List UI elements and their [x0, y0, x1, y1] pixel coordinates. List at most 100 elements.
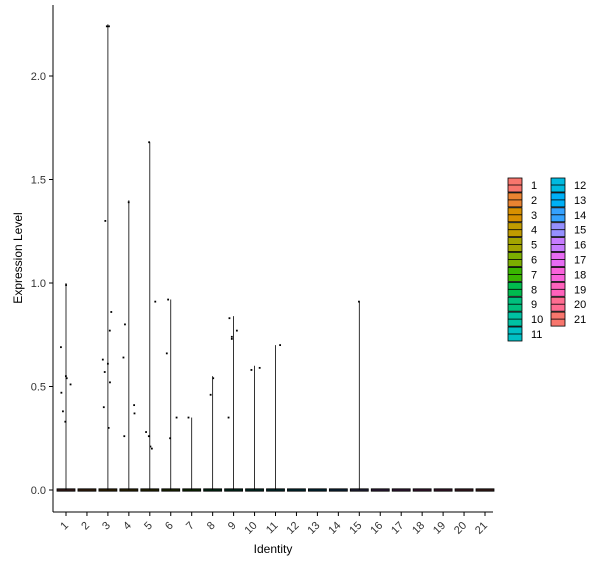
x-tick-label: 4: [121, 520, 134, 533]
legend-label: 14: [574, 210, 586, 222]
legend-label: 19: [574, 284, 586, 296]
data-point: [228, 317, 231, 320]
data-point: [124, 323, 126, 326]
data-point: [109, 381, 111, 384]
data-point: [258, 366, 261, 369]
x-tick-label: 2: [79, 520, 92, 533]
data-point: [175, 416, 178, 419]
data-point: [127, 201, 130, 204]
x-tick-label: 9: [226, 520, 239, 533]
data-point: [104, 220, 107, 222]
x-tick-label: 1: [58, 520, 71, 533]
x-tick-label: 18: [410, 520, 427, 537]
data-point: [212, 377, 215, 380]
legend-label: 5: [531, 240, 537, 252]
y-axis: 0.0 0.5 1.0 1.5 2.0: [31, 5, 54, 512]
legend-label: 8: [531, 284, 537, 296]
data-point: [230, 337, 233, 340]
violin-series: [56, 24, 495, 492]
data-point: [69, 383, 72, 386]
x-tick-label: 20: [452, 520, 469, 537]
x-axis: 1 2 3 4 5 6 7 8 9 10 11 12 13 14 15 16 17 18 19 20 21: [53, 511, 493, 537]
legend-label: 13: [574, 195, 586, 207]
y-tick-label: 0.0: [31, 485, 46, 497]
x-axis-title: Identity: [254, 542, 293, 556]
x-tick-label: 19: [431, 520, 448, 537]
data-point: [107, 427, 110, 429]
data-point: [60, 391, 63, 394]
data-point: [250, 369, 253, 371]
data-point: [148, 141, 151, 144]
x-tick-label: 8: [205, 520, 218, 533]
legend-label: 12: [574, 180, 586, 192]
jitter-points: [57, 25, 494, 491]
data-point: [102, 406, 105, 409]
data-point: [108, 25, 110, 28]
data-point: [230, 335, 233, 338]
y-tick-label: 0.5: [31, 382, 46, 394]
data-point: [149, 445, 152, 448]
legend-label: 4: [531, 225, 537, 237]
y-tick-label: 1.5: [31, 175, 46, 187]
data-point: [133, 412, 136, 415]
data-point: [105, 25, 108, 28]
legend-label: 3: [531, 210, 537, 222]
legend-label: 15: [574, 225, 586, 237]
data-point: [145, 431, 147, 433]
x-tick-label: 5: [142, 520, 155, 533]
x-tick-label: 14: [326, 520, 343, 537]
legend-label: 20: [574, 299, 586, 311]
data-point: [106, 362, 109, 365]
data-point: [101, 358, 104, 361]
data-point: [108, 329, 111, 332]
x-tick-label: 12: [284, 520, 301, 537]
x-tick-label: 21: [473, 520, 490, 537]
data-point: [227, 416, 230, 419]
legend-label: 2: [531, 195, 537, 207]
y-tick-label: 2.0: [31, 71, 46, 83]
data-point: [64, 420, 67, 423]
x-tick-label: 3: [100, 520, 113, 533]
x-tick-label: 6: [163, 520, 176, 533]
data-point: [110, 311, 113, 313]
data-point: [123, 435, 126, 438]
legend-label: 7: [531, 269, 537, 281]
data-point: [165, 352, 168, 355]
data-point: [133, 404, 136, 407]
legend-label: 17: [574, 255, 586, 267]
x-tick-label: 7: [184, 520, 197, 533]
data-point: [147, 435, 150, 438]
x-tick-label: 11: [264, 520, 281, 537]
y-axis-title: Expression Level: [11, 212, 25, 303]
data-point: [154, 300, 157, 303]
legend-label: 10: [531, 314, 543, 326]
data-point: [103, 371, 106, 373]
legend-label: 6: [531, 255, 537, 267]
data-point: [279, 344, 282, 346]
legend-label: 18: [574, 269, 586, 281]
data-point: [122, 356, 125, 359]
data-point: [65, 284, 67, 286]
data-point: [169, 437, 171, 440]
data-point: [187, 416, 190, 419]
data-point: [167, 298, 170, 301]
legend-label: 1: [531, 180, 537, 192]
data-point: [62, 410, 64, 413]
x-tick-label: 13: [305, 520, 322, 537]
legend-label: 16: [574, 240, 586, 252]
y-tick-label: 1.0: [31, 278, 46, 290]
data-point: [64, 375, 67, 378]
x-tick-label: 17: [389, 520, 406, 537]
x-tick-label: 10: [243, 520, 260, 537]
x-tick-label: 16: [368, 520, 385, 537]
data-point: [60, 346, 62, 349]
data-point: [150, 447, 153, 450]
x-tick-label: 15: [347, 520, 364, 537]
data-point: [65, 377, 68, 380]
data-point: [209, 393, 212, 396]
data-point: [358, 300, 360, 303]
legend-label: 21: [574, 314, 586, 326]
data-point: [235, 329, 238, 332]
